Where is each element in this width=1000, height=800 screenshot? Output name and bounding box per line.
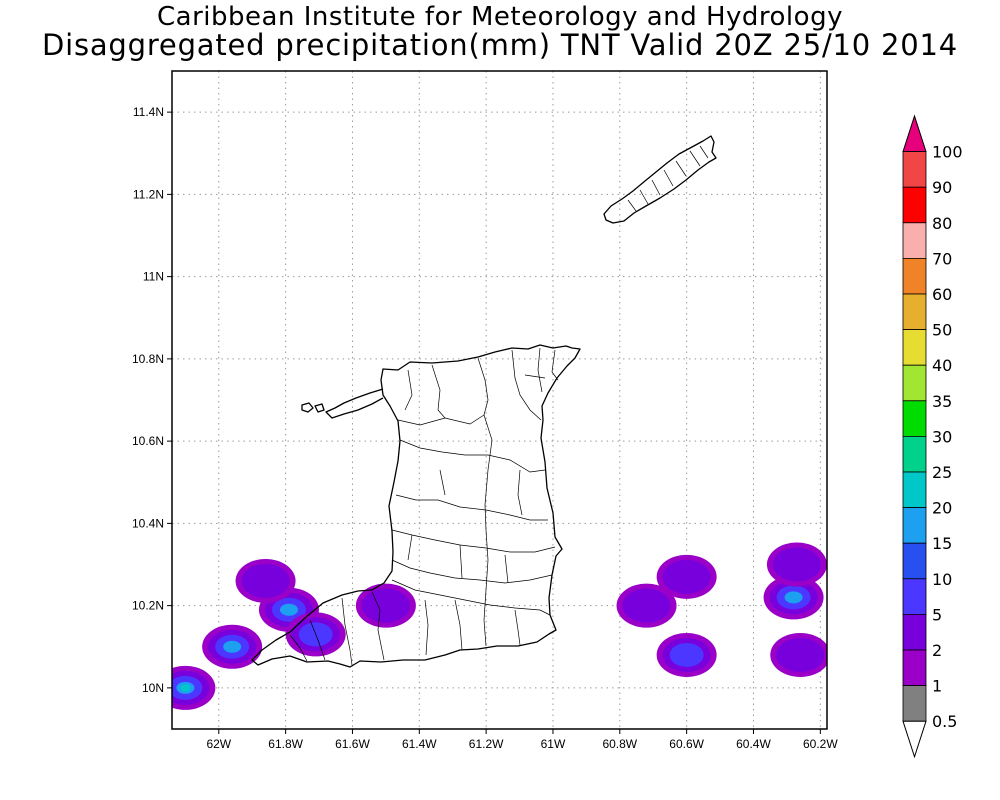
colorbar-swatch: [902, 578, 927, 615]
colorbar-bottom-arrow: [902, 720, 927, 759]
lat-tick-label: 10N: [142, 681, 164, 695]
plot-frame: [171, 70, 828, 730]
colorbar-level-label: 15: [932, 534, 952, 553]
colorbar-swatch: [902, 329, 927, 366]
colorbar-swatch: [902, 471, 927, 508]
lat-tick-label: 11.4N: [133, 105, 164, 119]
colorbar-swatch: [902, 364, 927, 402]
precip-cell: [235, 558, 296, 603]
precip-cell: [355, 583, 416, 628]
colorbar-level-label: 25: [932, 463, 952, 482]
precip-cell: [656, 554, 717, 599]
colorbar-level-label: 20: [932, 499, 952, 518]
coastline-trinidad: [251, 344, 581, 668]
colorbar-level-label: 80: [932, 214, 952, 233]
precip-contour-2mm: [241, 563, 290, 598]
precip-cell: [202, 624, 263, 669]
lat-tick-label: 10.8N: [132, 352, 164, 366]
colorbar-level-label: 100: [932, 143, 963, 162]
precip-contour-2mm: [772, 547, 821, 582]
colorbar-level-label: 90: [932, 178, 952, 197]
colorbar-level-label: 35: [932, 392, 952, 411]
colorbar-swatch: [902, 685, 927, 722]
precip-cell: [770, 632, 827, 677]
lon-tick-label: 60.6W: [669, 737, 704, 751]
trinidad-northwest-peninsula: [325, 388, 384, 419]
colorbar-level-label: 2: [932, 641, 942, 660]
colorbar-top-arrow: [902, 114, 927, 153]
lon-tick-label: 60.4W: [736, 737, 771, 751]
colorbar-level-label: 60: [932, 285, 952, 304]
monos-island: [314, 403, 325, 413]
colorbar-swatch: [902, 293, 927, 330]
county-boundaries: [289, 347, 559, 666]
colorbar-level-label: 1: [932, 677, 942, 696]
precip-contour-15mm: [784, 591, 803, 604]
trinidad-outline: [251, 344, 581, 668]
precip-cell: [172, 665, 216, 710]
chacachacare-island: [301, 402, 314, 413]
colorbar-swatch: [902, 257, 927, 295]
precip-cell: [766, 542, 827, 587]
lon-tick-label: 60.2W: [803, 737, 838, 751]
precip-contour-15mm: [223, 640, 242, 653]
lon-tick-label: 61.6W: [335, 737, 370, 751]
colorbar-level-label: 70: [932, 249, 952, 268]
title-product: Disaggregated precipitation(mm) TNT Vali…: [41, 28, 959, 62]
axis-ticks: 62W 61.8W 61.6W 61.4W 61.2W 61W 60.8W 60.6W 60.4…: [132, 105, 838, 751]
lat-tick-label: 11N: [143, 270, 164, 284]
colorbar-swatch: [902, 151, 927, 188]
lon-tick-label: 61.4W: [402, 737, 437, 751]
precip-contour-2mm: [361, 588, 410, 623]
precip-contour-2mm: [662, 559, 711, 594]
lat-tick-label: 10.2N: [132, 599, 164, 613]
lon-tick-label: 60.8W: [602, 737, 637, 751]
colorbar-level-label: 10: [932, 570, 952, 589]
precip-contour-15mm: [279, 603, 298, 616]
colorbar-level-label: 50: [932, 321, 952, 340]
colorbar-swatch: [902, 435, 927, 473]
precip-contour-2mm: [776, 637, 825, 672]
coastline-tobago: [603, 135, 717, 224]
precip-contour-20mm: [180, 684, 191, 692]
colorbar-swatch: [902, 186, 927, 224]
lon-tick-label: 61W: [541, 737, 566, 751]
lat-tick-label: 10.6N: [132, 434, 164, 448]
colorbar-swatch: [902, 614, 927, 651]
lon-tick-label: 62W: [206, 737, 231, 751]
colorbar-swatch: [902, 400, 927, 437]
title-institute: Caribbean Institute for Meteorology and …: [157, 2, 843, 32]
colorbar-swatch: [902, 542, 927, 580]
lon-tick-label: 61.8W: [268, 737, 303, 751]
precip-cell: [616, 583, 677, 628]
precip-cell: [656, 632, 717, 677]
colorbar-swatch: [902, 649, 927, 686]
precip-contour-5mm: [669, 642, 704, 667]
colorbar-level-label: 0.5: [932, 712, 957, 731]
tobago-outline: [603, 135, 717, 224]
gridlines: [172, 71, 827, 729]
colorbar-swatch: [902, 222, 927, 259]
precipitation-field: [172, 542, 827, 710]
colorbar-level-label: 30: [932, 427, 952, 446]
colorbar-level-label: 5: [932, 605, 942, 624]
lat-tick-label: 10.4N: [132, 516, 164, 530]
lat-tick-label: 11.2N: [133, 187, 164, 201]
colorbar-level-label: 40: [932, 356, 952, 375]
precip-contour-2mm: [622, 588, 671, 623]
colorbar-swatch: [902, 507, 927, 544]
lon-tick-label: 61.2W: [469, 737, 504, 751]
precip-cell: [763, 575, 824, 620]
